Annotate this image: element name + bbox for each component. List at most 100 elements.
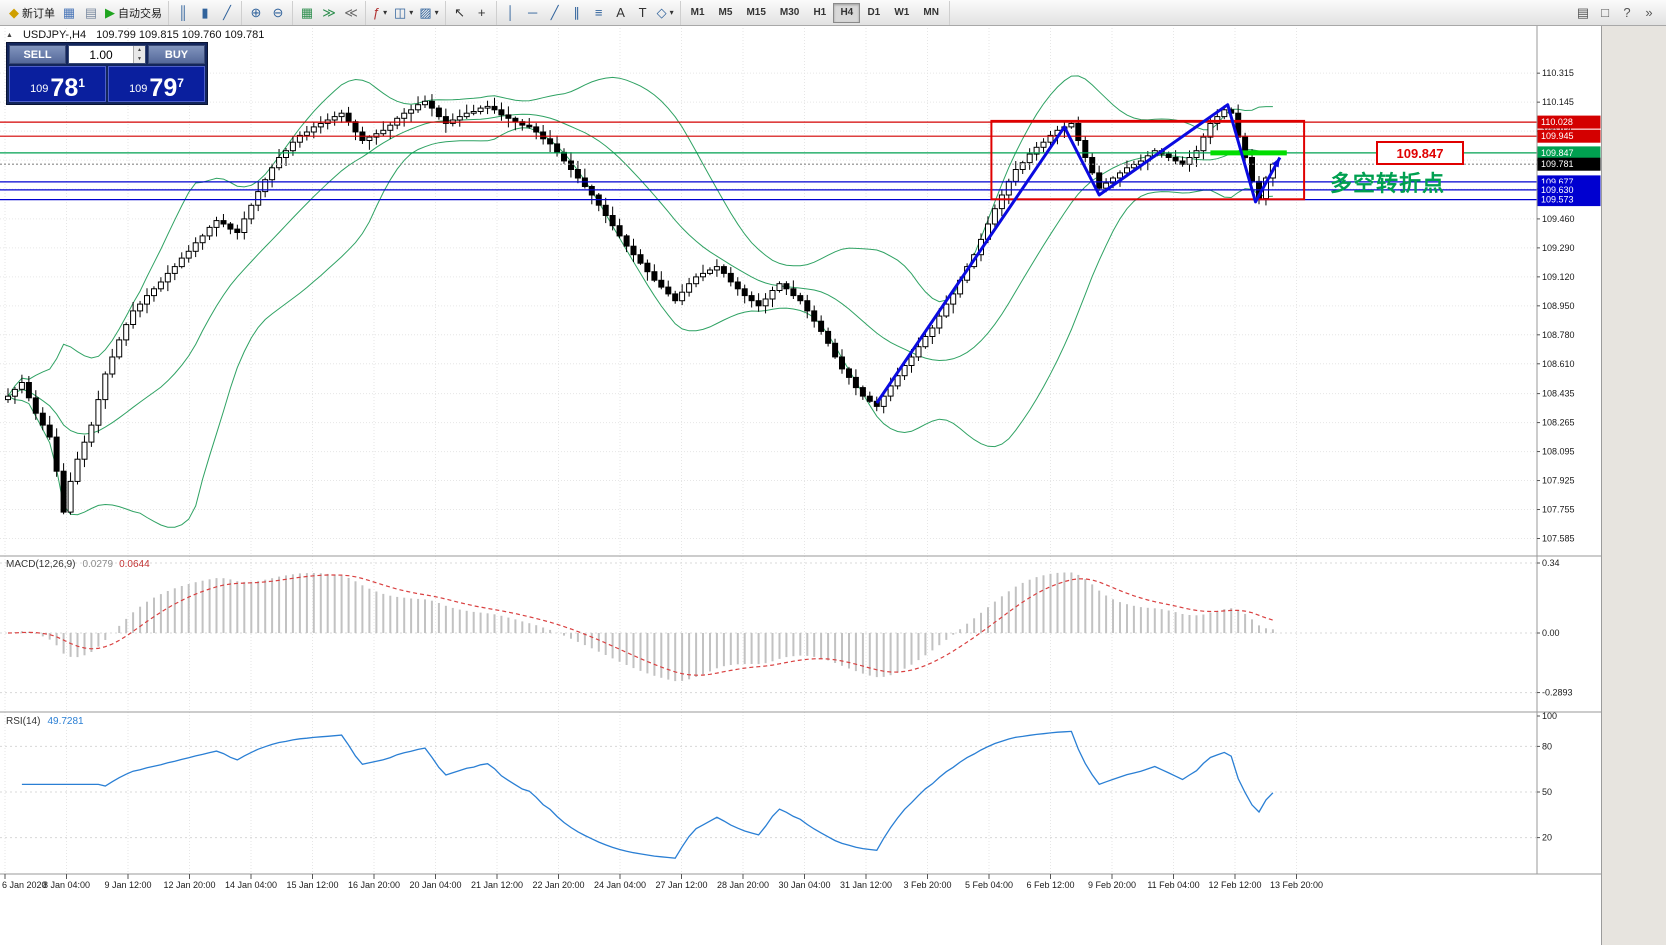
profiles-icon: ▤ — [84, 5, 98, 20]
auto-scroll-button[interactable]: ≫ — [318, 2, 340, 24]
price-annotation[interactable]: 109.847 — [1376, 141, 1464, 165]
templates-button[interactable]: ▨ ▾ — [416, 2, 441, 24]
svg-text:9 Jan 12:00: 9 Jan 12:00 — [104, 880, 151, 890]
svg-text:13 Feb 20:00: 13 Feb 20:00 — [1270, 880, 1323, 890]
sell-price-prefix: 109 — [30, 83, 49, 95]
timeframe-h4-button[interactable]: H4 — [833, 2, 861, 23]
new-order-icon: ◆ — [9, 5, 19, 20]
svg-text:28 Jan 20:00: 28 Jan 20:00 — [717, 880, 769, 890]
symbol-info: ▲ USDJPY-,H4 109.799 109.815 109.760 109… — [6, 29, 264, 41]
buy-price[interactable]: 109 79 7 — [108, 66, 205, 102]
sell-button[interactable]: SELL — [9, 45, 66, 64]
trend-arrowhead-icon — [1272, 157, 1280, 168]
svg-text:20: 20 — [1542, 833, 1552, 843]
svg-text:108.265: 108.265 — [1542, 418, 1575, 428]
turning-point-annotation[interactable]: 多空转折点 — [1330, 171, 1446, 196]
tile-windows-button[interactable]: ▦ — [296, 2, 318, 24]
shapes-button[interactable]: ◇ ▾ — [654, 2, 677, 24]
svg-text:107.925: 107.925 — [1542, 476, 1575, 486]
cursor-button[interactable]: ↖ — [449, 2, 471, 24]
macd-name: MACD(12,26,9) — [6, 559, 76, 570]
svg-text:108.950: 108.950 — [1542, 301, 1575, 311]
volume-spinner[interactable]: ▲ ▼ — [133, 46, 145, 63]
charts-grid-button[interactable]: ▦ — [58, 2, 80, 24]
right-side-panel — [1601, 26, 1666, 945]
svg-text:8 Jan 04:00: 8 Jan 04:00 — [43, 880, 90, 890]
toolbar-group-chart-types: ║ ▮ ╱ — [169, 0, 242, 25]
svg-text:31 Jan 12:00: 31 Jan 12:00 — [840, 880, 892, 890]
bar-chart-button[interactable]: ║ — [172, 2, 194, 24]
svg-text:109.573: 109.573 — [1541, 195, 1574, 205]
volume-up-icon[interactable]: ▲ — [134, 46, 145, 55]
toolbar: ◆ 新订单 ▦ ▤ ▶ 自动交易 ║ ▮ ╱ ⊕ ⊖ ▦ ≫ ≪ ƒ ▾ ◫ ▾ ▨ ▾ ↖ + │ ─ ╱ ∥ ≡ A T ◇ ▾ M1 M5… — [0, 0, 1666, 26]
timeframe-mn-button[interactable]: MN — [916, 3, 946, 23]
price-chip-110.028: 110.028 — [1537, 115, 1601, 129]
periods-icon: ◫ — [394, 5, 407, 20]
candlestick-chart-button[interactable]: ▮ — [194, 2, 216, 24]
zoom-in-button[interactable]: ⊕ — [245, 2, 267, 24]
help-icon: ? — [1623, 5, 1631, 20]
sell-price-big: 78 — [50, 74, 79, 102]
crosshair-button[interactable]: + — [471, 2, 493, 24]
candles-layer — [5, 94, 1276, 515]
periods-button[interactable]: ◫ ▾ — [391, 2, 416, 24]
timeframe-w1-button[interactable]: W1 — [887, 3, 916, 23]
chart-shift-button[interactable]: ≪ — [340, 2, 362, 24]
zoom-out-button[interactable]: ⊖ — [267, 2, 289, 24]
toolbar-group-objects: │ ─ ╱ ∥ ≡ A T ◇ ▾ — [497, 0, 681, 25]
timeframe-m5-button[interactable]: M5 — [712, 3, 740, 23]
volume-down-icon[interactable]: ▼ — [134, 54, 145, 63]
line-chart-button[interactable]: ╱ — [216, 2, 238, 24]
svg-text:6 Feb 12:00: 6 Feb 12:00 — [1026, 880, 1074, 890]
highlight-rectangle[interactable] — [990, 119, 1306, 201]
timeframe-m30-button[interactable]: M30 — [773, 3, 806, 23]
dropdown-arrow-icon: ▾ — [409, 8, 414, 17]
timeframe-m1-button[interactable]: M1 — [684, 3, 712, 23]
collapse-panel-icon[interactable]: ▲ — [6, 31, 13, 39]
indicators-button[interactable]: ƒ ▾ — [369, 2, 391, 24]
svg-text:-0.2893: -0.2893 — [1542, 688, 1573, 698]
help-button[interactable]: ? — [1616, 2, 1638, 24]
new-order-button[interactable]: ◆ 新订单 — [6, 2, 58, 24]
svg-text:108.610: 108.610 — [1542, 359, 1575, 369]
print-preview-button[interactable]: □ — [1594, 2, 1616, 24]
timeframe-d1-button[interactable]: D1 — [860, 3, 887, 23]
volume-stepper[interactable]: ▲ ▼ — [68, 45, 146, 64]
trendline-icon: ╱ — [550, 5, 559, 20]
rsi-indicator-label: RSI(14) 49.7281 — [6, 716, 84, 727]
trendline-button[interactable]: ╱ — [544, 2, 566, 24]
dropdown-arrow-icon: ▾ — [434, 8, 439, 17]
timeframe-m15-button[interactable]: M15 — [739, 3, 772, 23]
print-button[interactable]: ▤ — [1572, 2, 1594, 24]
tile-windows-icon: ▦ — [300, 5, 314, 20]
profiles-button[interactable]: ▤ — [80, 2, 102, 24]
rsi-name: RSI(14) — [6, 716, 41, 727]
vertical-line-button[interactable]: │ — [500, 2, 522, 24]
autotrading-button[interactable]: ▶ 自动交易 — [102, 2, 165, 24]
timeframe-h1-button[interactable]: H1 — [806, 3, 833, 23]
rsi-value: 49.7281 — [47, 716, 84, 727]
svg-text:21 Jan 12:00: 21 Jan 12:00 — [471, 880, 523, 890]
svg-text:100: 100 — [1542, 711, 1557, 721]
volume-input[interactable] — [69, 46, 134, 63]
toolbar-options-button[interactable]: » — [1638, 2, 1660, 24]
chart-canvas[interactable]: 110.315110.145109.975109.805109.635109.4… — [0, 26, 1601, 945]
svg-text:22 Jan 20:00: 22 Jan 20:00 — [532, 880, 584, 890]
text-button[interactable]: A — [610, 2, 632, 24]
sell-price[interactable]: 109 78 1 — [9, 66, 106, 102]
toolbar-group-chart-tools: ƒ ▾ ◫ ▾ ▨ ▾ — [366, 0, 446, 25]
buy-button[interactable]: BUY — [148, 45, 205, 64]
svg-text:20 Jan 04:00: 20 Jan 04:00 — [409, 880, 461, 890]
svg-text:9 Feb 20:00: 9 Feb 20:00 — [1088, 880, 1136, 890]
fibonacci-button[interactable]: ≡ — [588, 2, 610, 24]
horizontal-line-button[interactable]: ─ — [522, 2, 544, 24]
toolbar-group-scroll: ▦ ≫ ≪ — [293, 0, 366, 25]
price-chip-109.573: 109.573 — [1537, 193, 1601, 207]
channel-button[interactable]: ∥ — [566, 2, 588, 24]
trend-zigzag[interactable] — [875, 103, 1282, 404]
macd-signal-value: 0.0644 — [119, 559, 150, 570]
macd-pane — [7, 572, 1274, 682]
text-label-button[interactable]: T — [632, 2, 654, 24]
autotrading-button-label: 自动交易 — [118, 7, 162, 20]
